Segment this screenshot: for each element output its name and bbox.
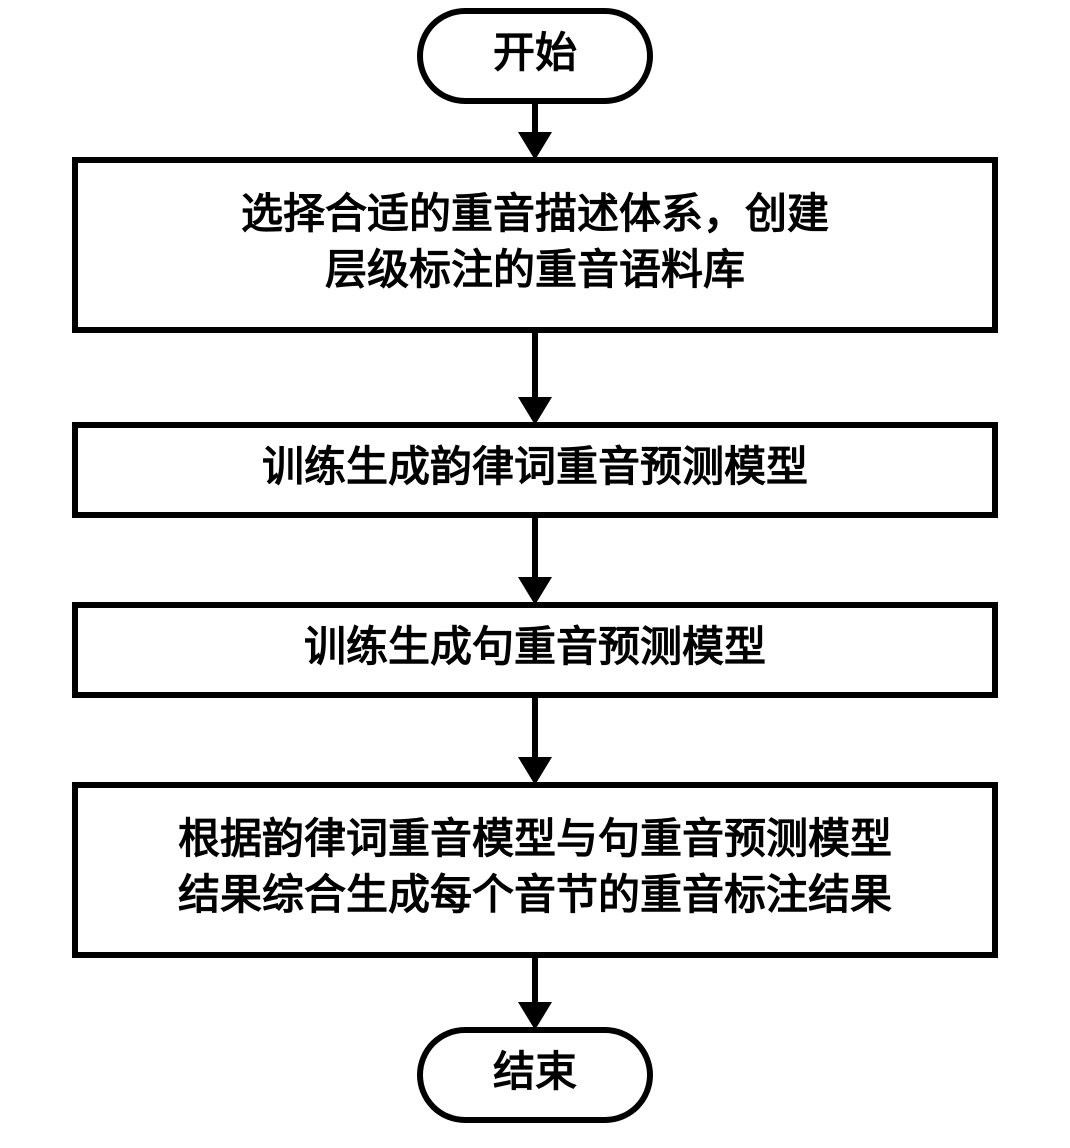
- node-step3: 训练生成句重音预测模型: [75, 605, 995, 695]
- arrow-head: [518, 397, 552, 425]
- flowchart-canvas: 开始选择合适的重音描述体系，创建层级标注的重音语料库训练生成韵律词重音预测模型训…: [0, 0, 1070, 1148]
- node-step4: 根据韵律词重音模型与句重音预测模型结果综合生成每个音节的重音标注结果: [75, 785, 995, 955]
- arrow-head: [518, 132, 552, 160]
- node-step1-label: 选择合适的重音描述体系，创建: [241, 190, 829, 237]
- node-step2: 训练生成韵律词重音预测模型: [75, 425, 995, 515]
- node-start: 开始: [420, 11, 650, 101]
- node-step4-label: 结果综合生成每个音节的重音标注结果: [178, 871, 892, 918]
- node-step4-label: 根据韵律词重音模型与句重音预测模型: [178, 815, 892, 862]
- node-step2-label: 训练生成韵律词重音预测模型: [262, 443, 808, 490]
- node-step1: 选择合适的重音描述体系，创建层级标注的重音语料库: [75, 160, 995, 330]
- node-step3-label: 训练生成句重音预测模型: [304, 623, 766, 670]
- node-step1-label: 层级标注的重音语料库: [325, 246, 745, 293]
- arrow-head: [518, 757, 552, 785]
- arrow-head: [518, 1002, 552, 1030]
- node-start-label: 开始: [493, 29, 577, 76]
- node-end-label: 结束: [493, 1048, 577, 1095]
- arrow-head: [518, 577, 552, 605]
- node-end: 结束: [420, 1030, 650, 1120]
